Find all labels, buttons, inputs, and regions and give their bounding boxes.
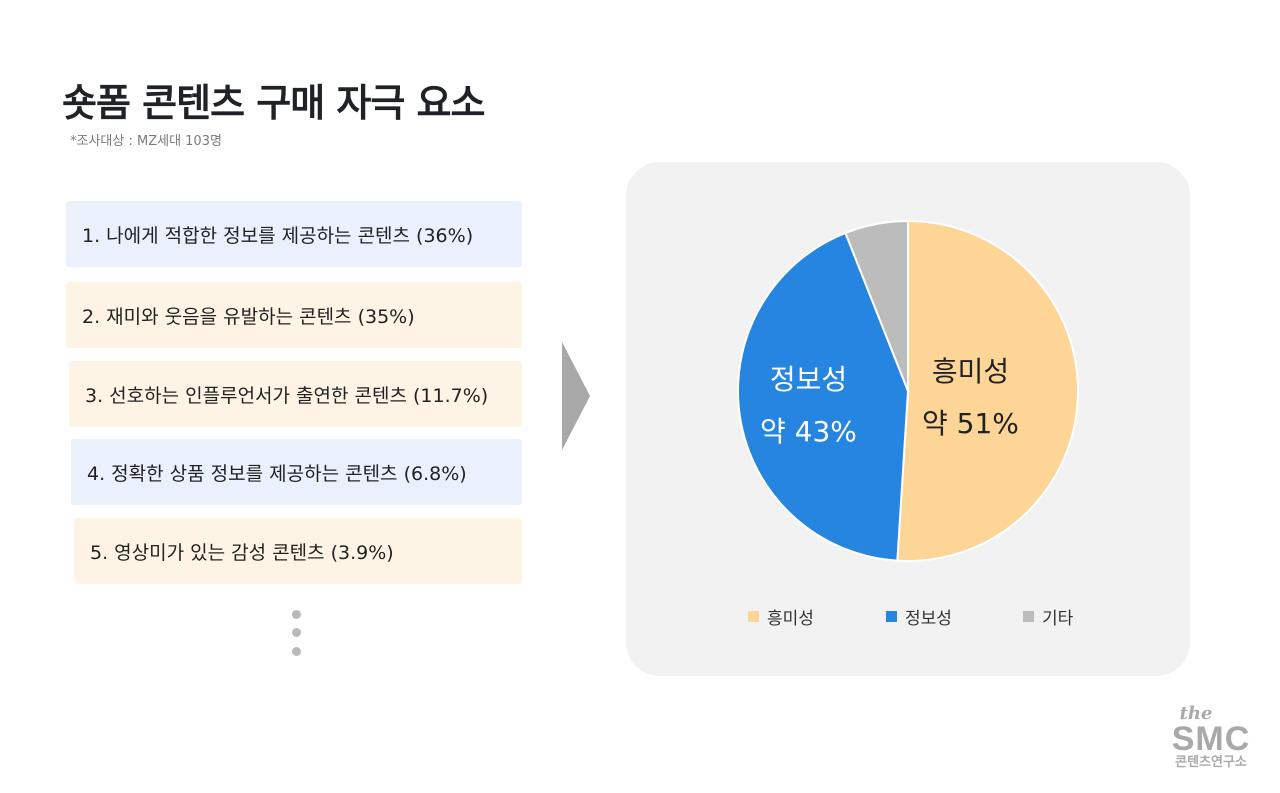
list-item-label: 4. 정확한 상품 정보를 제공하는 콘텐츠 (6.8%) — [87, 462, 467, 485]
survey-note: *조사대상 : MZ세대 103명 — [70, 134, 222, 149]
list-item: 3. 선호하는 인플루언서가 출연한 콘텐츠 (11.7%) — [69, 361, 522, 427]
list-item: 2. 재미와 웃음을 유발하는 콘텐츠 (35%) — [66, 282, 522, 348]
slice-label-name: 정보성 — [769, 363, 848, 396]
logo: the SMC 콘텐츠연구소 — [1166, 705, 1256, 771]
legend-label: 기타 — [1042, 609, 1074, 629]
list-item: 4. 정확한 상품 정보를 제공하는 콘텐츠 (6.8%) — [71, 439, 522, 505]
slice-label-heungmi: 흥미성 약 51% — [922, 352, 1019, 444]
pie-slice-0 — [896, 219, 1079, 562]
legend-item: 기타 — [1023, 604, 1073, 629]
page-title: 숏폼 콘텐츠 구매 자극 요소 — [62, 81, 485, 125]
logo-kor: 콘텐츠연구소 — [1175, 755, 1247, 770]
list-item-label: 3. 선호하는 인플루언서가 출연한 콘텐츠 (11.7%) — [85, 384, 489, 407]
pie-slice-2 — [844, 219, 909, 392]
more-dot — [292, 610, 301, 619]
legend-item: 정보성 — [886, 604, 952, 629]
logo-the: the — [1179, 703, 1213, 724]
legend-swatch — [1023, 611, 1034, 622]
legend-label: 정보성 — [905, 609, 952, 629]
list-item-label: 1. 나에게 적합한 정보를 제공하는 콘텐츠 (36%) — [82, 224, 474, 247]
logo-smc: SMC — [1171, 720, 1251, 758]
legend-swatch — [748, 611, 759, 622]
arrow-right-icon — [562, 342, 590, 450]
pie-chart — [736, 219, 1079, 562]
pie-slice-1 — [736, 231, 910, 562]
list-item: 1. 나에게 적합한 정보를 제공하는 콘텐츠 (36%) — [66, 201, 522, 267]
legend-label: 흥미성 — [767, 609, 814, 629]
slice-label-value: 약 51% — [922, 407, 1019, 440]
more-dot — [292, 628, 301, 637]
list-item-label: 5. 영상미가 있는 감성 콘텐츠 (3.9%) — [90, 541, 394, 564]
slice-label-jeongbo: 정보성 약 43% — [760, 360, 857, 452]
list-item: 5. 영상미가 있는 감성 콘텐츠 (3.9%) — [74, 518, 522, 584]
legend-item: 흥미성 — [748, 604, 814, 629]
list-item-label: 2. 재미와 웃음을 유발하는 콘텐츠 (35%) — [82, 305, 415, 328]
slice-label-name: 흥미성 — [931, 355, 1010, 388]
more-dot — [292, 647, 301, 656]
slice-label-value: 약 43% — [760, 415, 857, 448]
legend-swatch — [886, 611, 897, 622]
